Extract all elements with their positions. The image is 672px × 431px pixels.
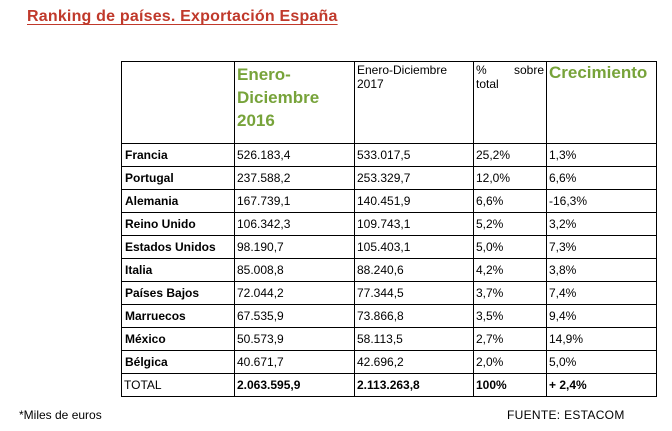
- header-2016: Enero-Diciembre 2016: [234, 61, 355, 144]
- units-footnote: *Miles de euros: [19, 408, 102, 422]
- growth-cell: -16,3%: [546, 189, 657, 213]
- growth-cell: 7,3%: [546, 235, 657, 259]
- pct-cell: 4,2%: [473, 258, 547, 282]
- country-cell: Italia: [121, 258, 235, 282]
- country-cell: Estados Unidos: [121, 235, 235, 259]
- value-2017-cell: 58.113,5: [354, 327, 474, 351]
- total-2017-cell: 2.113.263,8: [354, 373, 474, 397]
- value-2016-cell: 72.044,2: [234, 281, 355, 305]
- value-2017-cell: 533.017,5: [354, 143, 474, 167]
- total-row: TOTAL 2.063.595,9 2.113.263,8 100% + 2,4…: [121, 373, 657, 397]
- table-row: México 50.573,9 58.113,5 2,7% 14,9%: [121, 327, 657, 351]
- pct-cell: 5,0%: [473, 235, 547, 259]
- pct-cell: 5,2%: [473, 212, 547, 236]
- value-2017-cell: 73.866,8: [354, 304, 474, 328]
- value-2016-cell: 40.671,7: [234, 350, 355, 374]
- pct-cell: 2,0%: [473, 350, 547, 374]
- header-2016-label: Enero-Diciembre 2016: [237, 65, 320, 130]
- header-pct-sobre: sobre: [513, 63, 544, 77]
- growth-cell: 6,6%: [546, 166, 657, 190]
- table-row: Bélgica 40.671,7 42.696,2 2,0% 5,0%: [121, 350, 657, 374]
- table-row: Alemania 167.739,1 140.451,9 6,6% -16,3%: [121, 189, 657, 213]
- header-growth: Crecimiento: [546, 61, 657, 144]
- pct-cell: 6,6%: [473, 189, 547, 213]
- growth-cell: 5,0%: [546, 350, 657, 374]
- growth-cell: 14,9%: [546, 327, 657, 351]
- total-label-cell: TOTAL: [121, 373, 235, 397]
- source-note: FUENTE: ESTACOM: [507, 408, 625, 422]
- country-cell: México: [121, 327, 235, 351]
- country-cell: Francia: [121, 143, 235, 167]
- value-2016-cell: 526.183,4: [234, 143, 355, 167]
- country-cell: Portugal: [121, 166, 235, 190]
- value-2016-cell: 98.190,7: [234, 235, 355, 259]
- value-2017-cell: 42.696,2: [354, 350, 474, 374]
- country-cell: Reino Unido: [121, 212, 235, 236]
- table-row: Francia 526.183,4 533.017,5 25,2% 1,3%: [121, 143, 657, 167]
- total-pct-cell: 100%: [473, 373, 547, 397]
- value-2016-cell: 67.535,9: [234, 304, 355, 328]
- table-row: Reino Unido 106.342,3 109.743,1 5,2% 3,2…: [121, 212, 657, 236]
- growth-cell: 3,2%: [546, 212, 657, 236]
- value-2016-cell: 85.008,8: [234, 258, 355, 282]
- value-2016-cell: 50.573,9: [234, 327, 355, 351]
- value-2017-cell: 77.344,5: [354, 281, 474, 305]
- table-row: Estados Unidos 98.190,7 105.403,1 5,0% 7…: [121, 235, 657, 259]
- total-2016-cell: 2.063.595,9: [234, 373, 355, 397]
- page-title: Ranking de países. Exportación España: [27, 8, 338, 25]
- value-2017-cell: 109.743,1: [354, 212, 474, 236]
- header-pct: % sobre total: [473, 61, 547, 144]
- value-2016-cell: 237.588,2: [234, 166, 355, 190]
- value-2016-cell: 106.342,3: [234, 212, 355, 236]
- header-growth-label: Crecimiento: [549, 63, 648, 82]
- country-cell: Países Bajos: [121, 281, 235, 305]
- header-pct-total: total: [476, 77, 499, 91]
- header-empty-cell: [121, 61, 235, 144]
- total-growth-cell: + 2,4%: [546, 373, 657, 397]
- pct-cell: 12,0%: [473, 166, 547, 190]
- value-2017-cell: 253.329,7: [354, 166, 474, 190]
- header-pct-symbol: %: [476, 63, 487, 77]
- value-2017-cell: 140.451,9: [354, 189, 474, 213]
- table-header-row: Enero-Diciembre 2016 Enero-Diciembre 201…: [121, 61, 657, 144]
- growth-cell: 9,4%: [546, 304, 657, 328]
- pct-cell: 2,7%: [473, 327, 547, 351]
- country-cell: Marruecos: [121, 304, 235, 328]
- country-cell: Bélgica: [121, 350, 235, 374]
- country-cell: Alemania: [121, 189, 235, 213]
- value-2017-cell: 105.403,1: [354, 235, 474, 259]
- header-2017: Enero-Diciembre 2017: [354, 61, 474, 144]
- table-row: Portugal 237.588,2 253.329,7 12,0% 6,6%: [121, 166, 657, 190]
- table-row: Marruecos 67.535,9 73.866,8 3,5% 9,4%: [121, 304, 657, 328]
- growth-cell: 1,3%: [546, 143, 657, 167]
- table-row: Países Bajos 72.044,2 77.344,5 3,7% 7,4%: [121, 281, 657, 305]
- pct-cell: 25,2%: [473, 143, 547, 167]
- header-2017-label: Enero-Diciembre 2017: [357, 63, 448, 91]
- pct-cell: 3,7%: [473, 281, 547, 305]
- growth-cell: 3,8%: [546, 258, 657, 282]
- growth-cell: 7,4%: [546, 281, 657, 305]
- table-row: Italia 85.008,8 88.240,6 4,2% 3,8%: [121, 258, 657, 282]
- value-2017-cell: 88.240,6: [354, 258, 474, 282]
- export-ranking-table: Enero-Diciembre 2016 Enero-Diciembre 201…: [121, 61, 657, 397]
- value-2016-cell: 167.739,1: [234, 189, 355, 213]
- pct-cell: 3,5%: [473, 304, 547, 328]
